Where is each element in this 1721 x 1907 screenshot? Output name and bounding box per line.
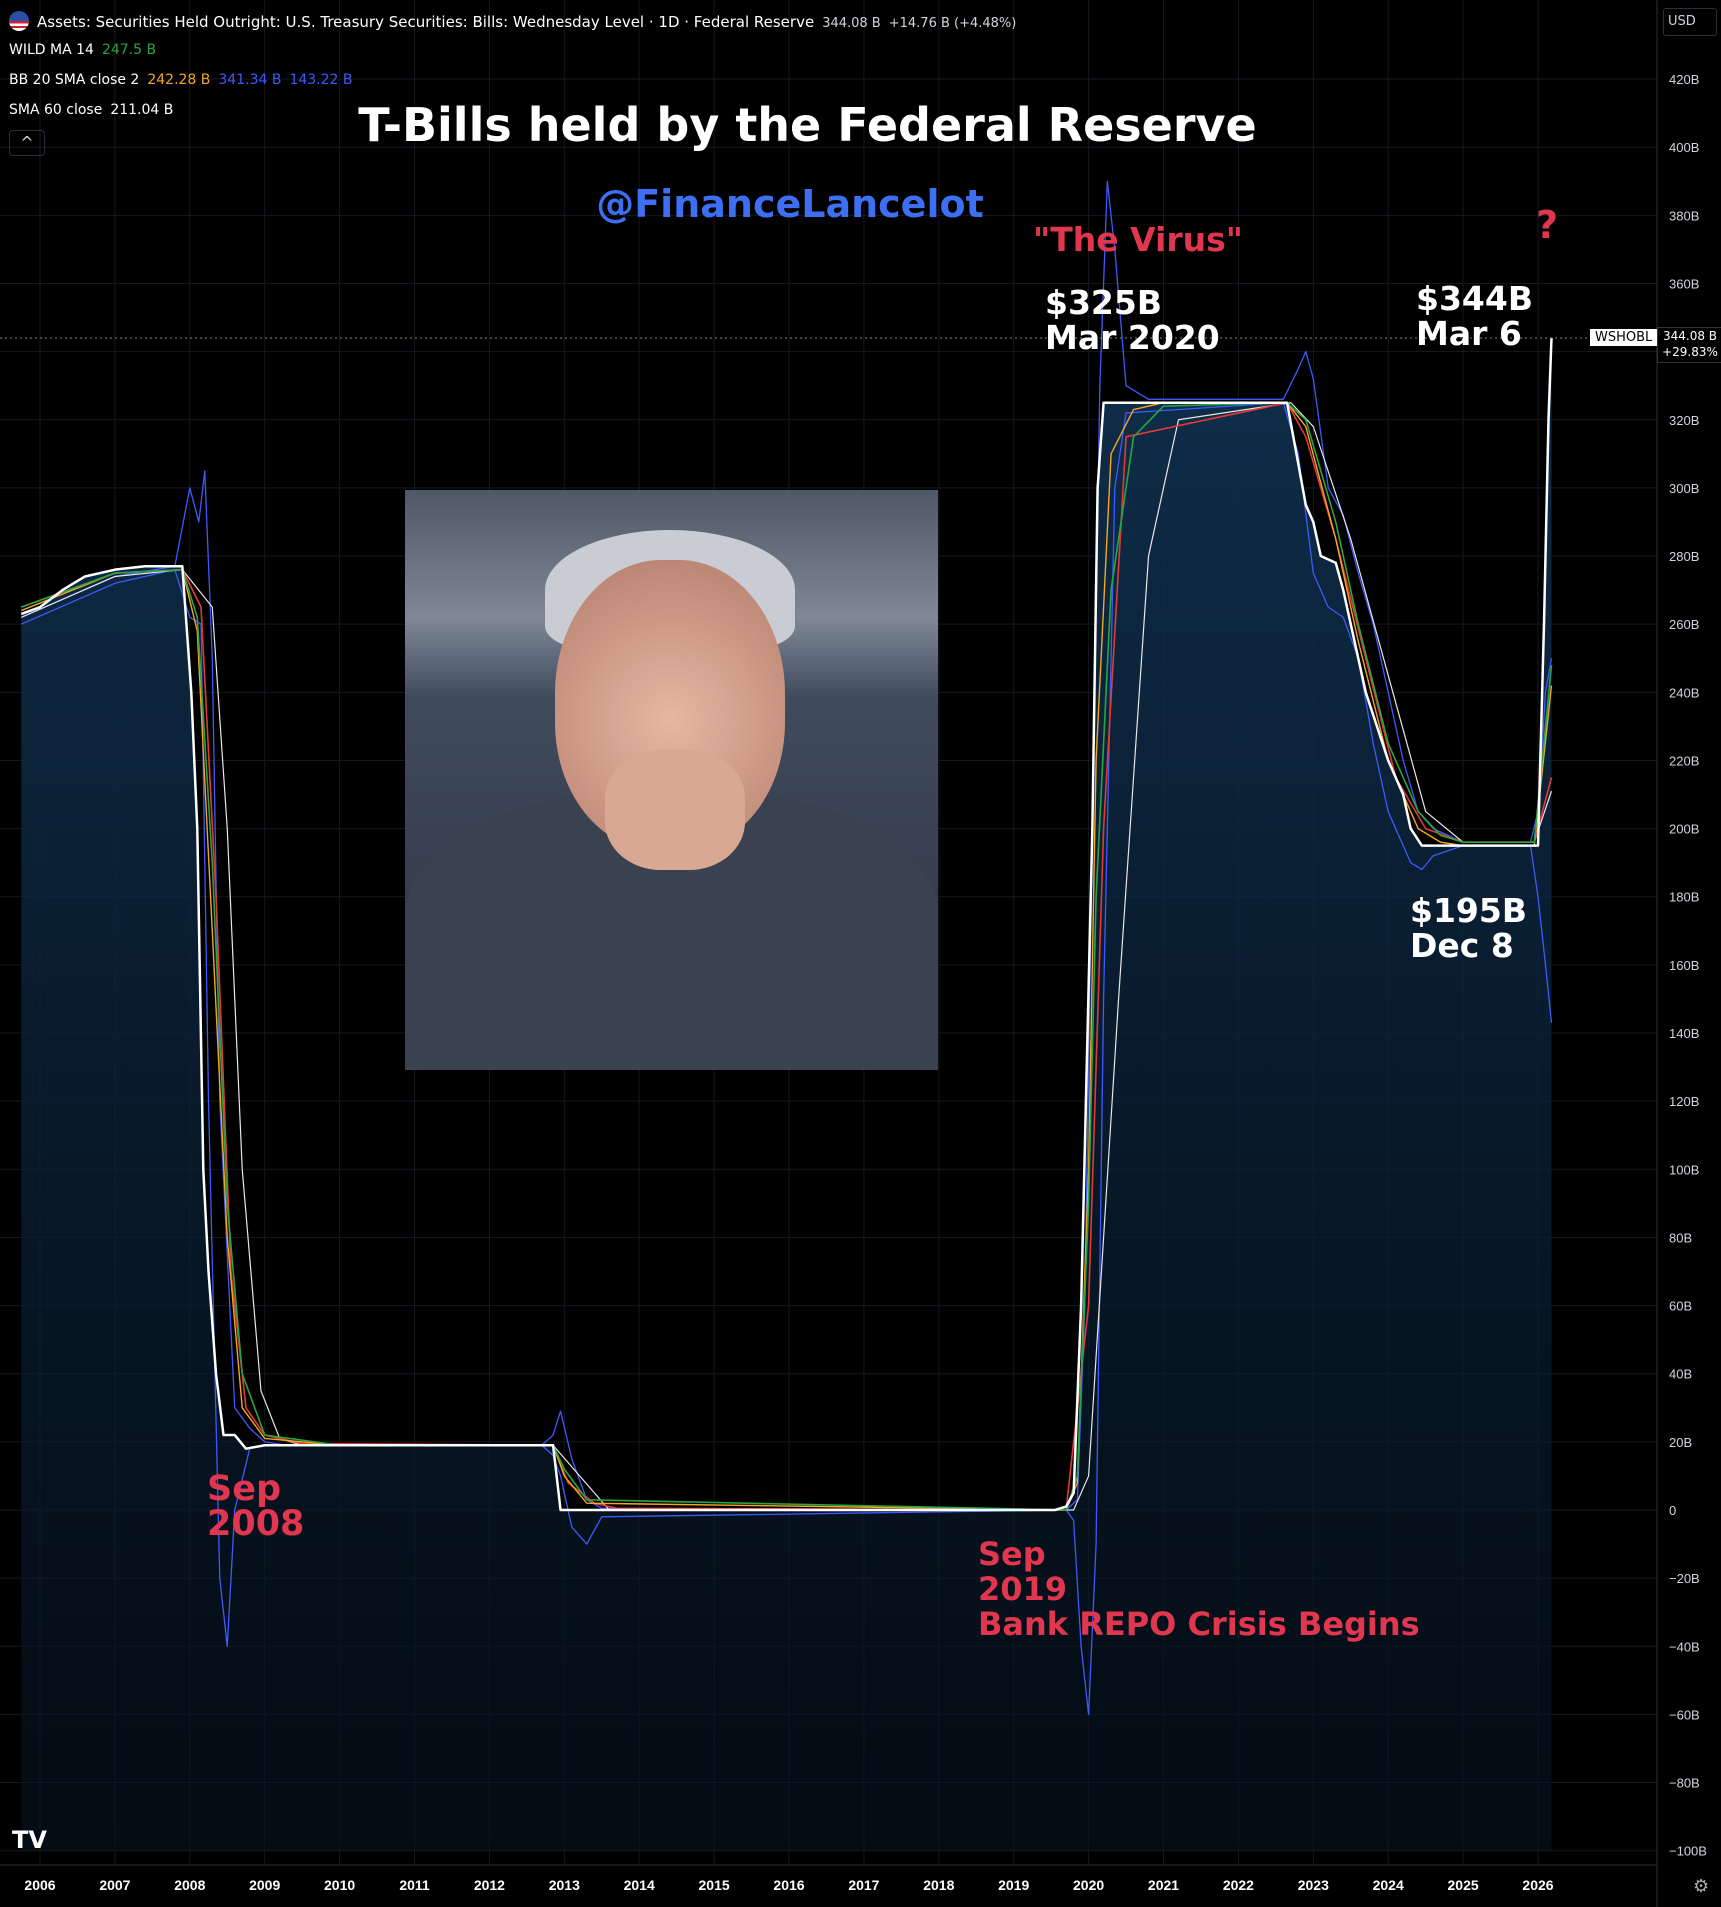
annotation-virus: "The Virus" [1033, 220, 1243, 259]
last-value: 344.08 B [822, 16, 881, 31]
price-tag-change: +29.83% [1662, 345, 1718, 359]
y-tick-label: −20B [1669, 1571, 1700, 1586]
x-tick-label: 2011 [399, 1877, 430, 1893]
annotation-low-2024: $195B Dec 8 [1410, 891, 1527, 965]
indicator-name: WILD MA 14 [9, 42, 94, 58]
photo-hands [605, 750, 745, 870]
x-tick-label: 2025 [1448, 1877, 1479, 1893]
y-tick-label: 300B [1669, 481, 1699, 496]
x-tick-label: 2018 [923, 1877, 954, 1893]
indicator-sma60[interactable]: SMA 60 close 211.04 B [9, 102, 181, 118]
x-tick-label: 2009 [249, 1877, 280, 1893]
annotation-peak-2020: $325B Mar 2020 [1045, 283, 1220, 357]
chart-area [21, 337, 1552, 1851]
y-tick-label: 160B [1669, 958, 1699, 973]
x-tick-label: 2012 [474, 1877, 505, 1893]
y-tick-label: −100B [1669, 1844, 1707, 1859]
currency-selector[interactable]: USD [1663, 8, 1717, 36]
y-tick-label: −40B [1669, 1639, 1700, 1654]
x-tick-label: 2024 [1373, 1877, 1404, 1893]
x-tick-label: 2026 [1522, 1877, 1553, 1893]
x-tick-label: 2006 [24, 1877, 55, 1893]
x-tick-label: 2017 [848, 1877, 879, 1893]
chevron-up-icon: ^ [20, 133, 34, 152]
y-tick-label: 240B [1669, 685, 1699, 700]
us-flag-icon [9, 11, 29, 31]
x-tick-label: 2015 [699, 1877, 730, 1893]
y-tick-label: 0 [1669, 1503, 1676, 1518]
indicator-value: 143.22 B [289, 72, 353, 88]
indicator-wild-ma[interactable]: WILD MA 14 247.5 B [9, 42, 164, 58]
x-tick-label: 2021 [1148, 1877, 1179, 1893]
y-tick-label: 20B [1669, 1435, 1692, 1450]
y-tick-label: 280B [1669, 549, 1699, 564]
indicator-value: 341.34 B [218, 72, 282, 88]
x-tick-label: 2016 [773, 1877, 804, 1893]
x-tick-label: 2019 [998, 1877, 1029, 1893]
x-tick-label: 2014 [624, 1877, 655, 1893]
chart-series [20, 180, 1553, 1716]
y-tick-label: 360B [1669, 276, 1699, 291]
x-tick-label: 2008 [174, 1877, 205, 1893]
y-tick-label: 100B [1669, 1162, 1699, 1177]
y-tick-label: 180B [1669, 890, 1699, 905]
series-line-wshobl[interactable] [20, 337, 1553, 1512]
x-tick-label: 2010 [324, 1877, 355, 1893]
time-axis: 2006 2007 2008 2009 2010 2011 2012 2013 2014 2015… [24, 1877, 1553, 1893]
series-area-fill [21, 337, 1552, 1851]
y-tick-label: 220B [1669, 753, 1699, 768]
annotation-sep-2008: Sep 2008 [207, 1469, 305, 1544]
change-value: +14.76 B (+4.48%) [888, 16, 1017, 31]
y-tick-label: 420B [1669, 72, 1699, 87]
indicator-value: 242.28 B [147, 72, 211, 88]
collapse-legend-button[interactable]: ^ [9, 130, 45, 156]
price-tag-value: 344.08 B [1662, 329, 1718, 343]
portrait-photo [405, 490, 938, 1070]
series-header: Assets: Securities Held Outright: U.S. T… [9, 11, 1024, 31]
chart-title: T-Bills held by the Federal Reserve [358, 98, 1257, 152]
y-tick-label: −60B [1669, 1707, 1700, 1722]
x-tick-label: 2020 [1073, 1877, 1104, 1893]
annotation-sep-2019: Sep 2019 Bank REPO Crisis Begins [978, 1535, 1420, 1643]
series-title[interactable]: Assets: Securities Held Outright: U.S. T… [37, 13, 815, 31]
series-line-bb-lower[interactable] [21, 402, 1553, 1716]
gear-icon[interactable]: ⚙ [1693, 1876, 1710, 1897]
x-tick-label: 2022 [1223, 1877, 1254, 1893]
y-tick-label: 120B [1669, 1094, 1699, 1109]
tradingview-logo[interactable]: TV [12, 1826, 47, 1854]
series-line-sma-60[interactable] [21, 402, 1553, 1511]
indicator-name: BB 20 SMA close 2 [9, 72, 140, 88]
y-tick-label: 60B [1669, 1299, 1692, 1314]
indicator-value: 247.5 B [101, 42, 157, 58]
y-tick-label: 40B [1669, 1367, 1692, 1382]
indicator-bb[interactable]: BB 20 SMA close 2 242.28 B 341.34 B 143.22 … [9, 72, 360, 88]
series-price-label[interactable]: WSHOBL [1590, 329, 1658, 346]
author-handle: @FinanceLancelot [596, 182, 984, 226]
annotation-peak-2026: $344B Mar 6 [1416, 279, 1533, 353]
x-tick-label: 2007 [99, 1877, 130, 1893]
indicator-name: SMA 60 close [9, 102, 103, 118]
y-tick-label: 400B [1669, 140, 1699, 155]
series-line-wild-ma-14[interactable] [21, 401, 1553, 1511]
y-tick-label: 260B [1669, 617, 1699, 632]
y-tick-label: −80B [1669, 1776, 1700, 1791]
y-tick-label: 320B [1669, 413, 1699, 428]
x-tick-label: 2013 [549, 1877, 580, 1893]
y-tick-label: 200B [1669, 822, 1699, 837]
x-tick-label: 2023 [1298, 1877, 1329, 1893]
y-tick-label: 80B [1669, 1230, 1692, 1245]
y-tick-label: 140B [1669, 1026, 1699, 1041]
annotation-question: ? [1536, 203, 1559, 247]
series-price-tag[interactable]: 344.08 B +29.83% [1657, 327, 1721, 363]
y-tick-label: 380B [1669, 208, 1699, 223]
indicator-value: 211.04 B [110, 102, 174, 118]
